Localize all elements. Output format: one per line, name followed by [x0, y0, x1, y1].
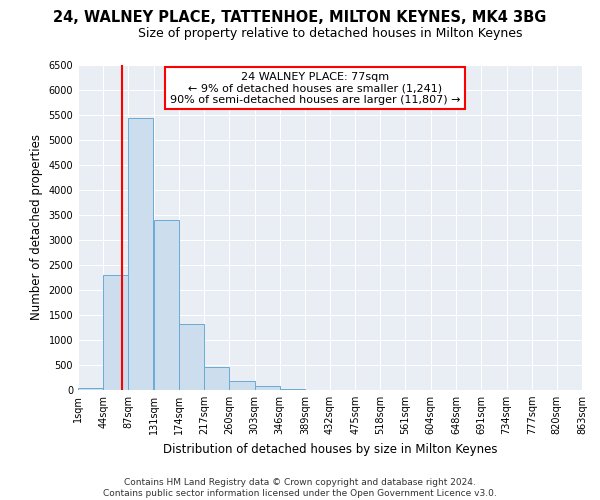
X-axis label: Distribution of detached houses by size in Milton Keynes: Distribution of detached houses by size … — [163, 442, 497, 456]
Text: 24, WALNEY PLACE, TATTENHOE, MILTON KEYNES, MK4 3BG: 24, WALNEY PLACE, TATTENHOE, MILTON KEYN… — [53, 10, 547, 25]
Bar — [254, 386, 280, 390]
Bar — [280, 388, 305, 390]
Y-axis label: Number of detached properties: Number of detached properties — [30, 134, 43, 320]
Bar — [229, 381, 254, 390]
Bar — [78, 388, 103, 390]
Bar — [204, 366, 229, 390]
Bar — [128, 118, 154, 390]
Bar — [103, 275, 128, 390]
Title: Size of property relative to detached houses in Milton Keynes: Size of property relative to detached ho… — [138, 27, 522, 40]
Text: Contains HM Land Registry data © Crown copyright and database right 2024.
Contai: Contains HM Land Registry data © Crown c… — [103, 478, 497, 498]
Bar — [179, 324, 204, 390]
Text: 24 WALNEY PLACE: 77sqm
← 9% of detached houses are smaller (1,241)
90% of semi-d: 24 WALNEY PLACE: 77sqm ← 9% of detached … — [170, 72, 460, 104]
Bar — [154, 220, 179, 390]
